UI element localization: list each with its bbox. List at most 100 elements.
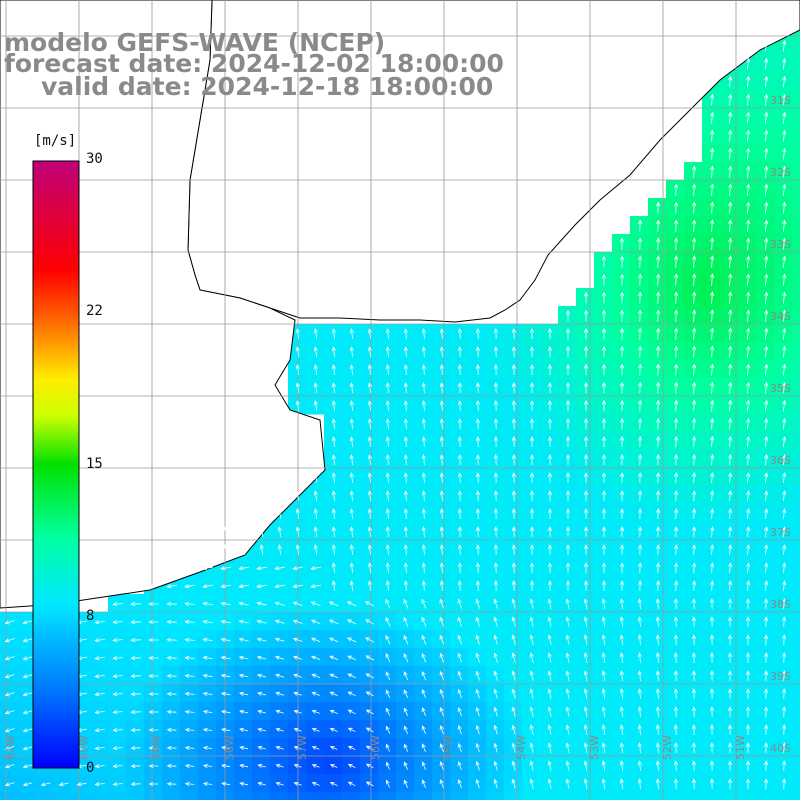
- wind-arrow: [763, 724, 769, 735]
- field-cell: [720, 144, 739, 163]
- wind-arrow: [403, 472, 408, 483]
- wind-arrow: [347, 746, 356, 750]
- field-cell: [540, 486, 559, 505]
- field-cell: [270, 720, 289, 739]
- field-cell: [270, 522, 289, 541]
- wind-arrow: [547, 760, 552, 771]
- wind-arrow: [130, 637, 141, 643]
- field-cell: [774, 486, 793, 505]
- field-cell: [324, 396, 343, 415]
- field-cell: [360, 414, 379, 433]
- wind-arrow: [637, 219, 643, 232]
- wind-arrow: [148, 637, 159, 643]
- wind-arrow: [349, 562, 354, 573]
- field-cell: [504, 504, 523, 523]
- wind-arrow: [493, 760, 498, 771]
- field-cell: [342, 378, 361, 397]
- field-cell: [72, 792, 91, 800]
- field-cell: [522, 414, 541, 433]
- field-cell: [540, 648, 559, 667]
- field-cell: [486, 504, 505, 523]
- wind-arrow: [710, 562, 715, 573]
- field-cell: [648, 270, 667, 289]
- field-cell: [774, 54, 793, 73]
- field-cell: [108, 720, 127, 739]
- wind-arrow: [295, 526, 300, 537]
- wind-arrow: [764, 453, 769, 466]
- field-cell: [432, 558, 451, 577]
- field-cell: [432, 504, 451, 523]
- field-cell: [684, 180, 703, 199]
- wind-arrow: [763, 778, 769, 789]
- wind-arrow: [4, 674, 15, 679]
- field-cell: [702, 648, 721, 667]
- field-cell: [306, 360, 325, 379]
- wind-arrow: [637, 435, 643, 448]
- wind-arrow: [547, 634, 552, 645]
- field-cell: [504, 792, 523, 800]
- wind-arrow: [293, 781, 302, 786]
- field-cell: [432, 738, 451, 757]
- wind-arrow: [764, 111, 769, 124]
- latitude-label: 33S: [770, 238, 791, 251]
- field-cell: [774, 180, 793, 199]
- field-cell: [612, 648, 631, 667]
- field-cell: [774, 738, 793, 757]
- wind-arrow: [4, 746, 15, 751]
- longitude-label: 55W: [442, 735, 455, 760]
- wind-arrow: [293, 745, 302, 750]
- wind-arrow: [238, 655, 249, 660]
- wind-arrow: [421, 508, 426, 519]
- field-cell: [396, 558, 415, 577]
- wind-arrow: [746, 219, 751, 232]
- wind-arrow: [565, 291, 571, 304]
- wind-arrow: [710, 183, 715, 196]
- wind-arrow: [764, 75, 769, 88]
- wind-arrow: [673, 706, 679, 717]
- field-cell: [126, 612, 145, 631]
- field-cell: [378, 450, 397, 469]
- wind-arrow: [583, 724, 588, 735]
- field-cell: [612, 450, 631, 469]
- field-cell: [720, 540, 739, 559]
- wind-arrow: [277, 508, 282, 519]
- field-cell: [594, 774, 613, 793]
- wind-arrow: [691, 670, 697, 681]
- wind-arrow: [601, 255, 607, 268]
- wind-arrow: [728, 39, 733, 52]
- wind-arrow: [655, 399, 661, 412]
- field-cell: [756, 756, 775, 775]
- wind-arrow: [202, 584, 213, 589]
- field-cell: [648, 486, 667, 505]
- wind-arrow: [728, 399, 733, 412]
- wind-arrow: [764, 237, 769, 250]
- field-cell: [630, 234, 649, 253]
- field-cell: [738, 450, 757, 469]
- latitude-label: 34S: [770, 310, 791, 323]
- field-cell: [666, 198, 685, 217]
- field-cell: [666, 630, 685, 649]
- field-cell: [432, 342, 451, 361]
- field-cell: [522, 360, 541, 379]
- field-cell: [90, 792, 109, 800]
- wind-arrow: [293, 727, 302, 732]
- field-cell: [594, 720, 613, 739]
- field-cell: [792, 54, 800, 73]
- wind-arrow: [421, 328, 426, 339]
- field-cell: [270, 576, 289, 595]
- wind-arrow: [710, 219, 715, 232]
- field-cell: [738, 558, 757, 577]
- field-cell: [594, 414, 613, 433]
- field-cell: [774, 234, 793, 253]
- wind-arrow: [673, 526, 679, 537]
- field-cell: [360, 486, 379, 505]
- field-cell: [576, 684, 595, 703]
- field-cell: [702, 90, 721, 109]
- field-cell: [414, 486, 433, 505]
- field-cell: [540, 738, 559, 757]
- wind-arrow: [421, 580, 426, 591]
- field-cell: [792, 144, 800, 163]
- field-cell: [270, 684, 289, 703]
- field-cell: [702, 576, 721, 595]
- wind-arrow: [619, 508, 625, 519]
